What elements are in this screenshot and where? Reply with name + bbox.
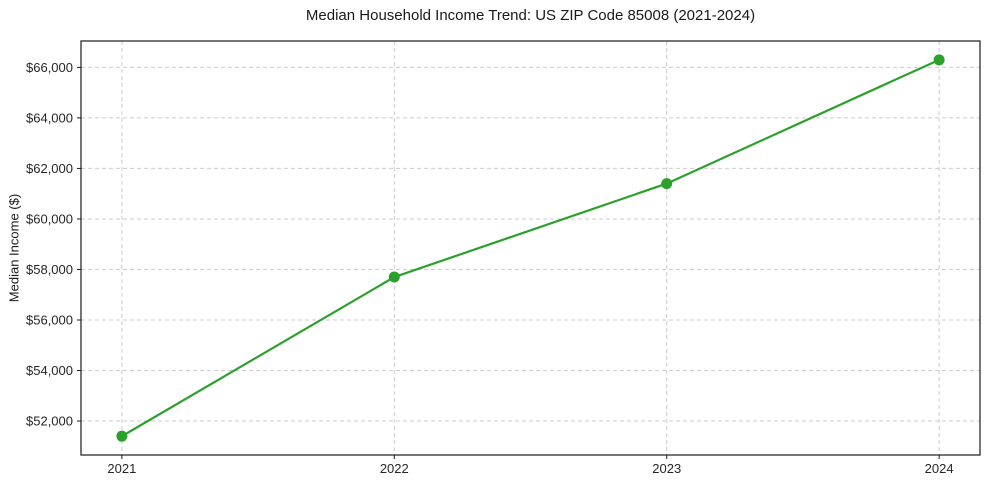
- y-tick-label: $52,000: [26, 414, 73, 429]
- data-point: [933, 54, 945, 66]
- data-point: [388, 271, 400, 283]
- chart-title: Median Household Income Trend: US ZIP Co…: [305, 7, 756, 24]
- y-axis-label: Median Income ($): [6, 193, 22, 303]
- x-tick-label: 2023: [652, 461, 681, 476]
- y-tick-label: $58,000: [26, 262, 73, 277]
- data-line: [120, 58, 941, 438]
- x-tick-label: 2022: [380, 461, 409, 476]
- data-point: [116, 430, 128, 442]
- y-tick-label: $64,000: [26, 110, 73, 125]
- y-tick-label: $54,000: [26, 363, 73, 378]
- plot-border: [80, 40, 981, 456]
- y-tick-label: $66,000: [26, 60, 73, 75]
- x-tick-label: 2024: [925, 461, 954, 476]
- y-tick-label: $60,000: [26, 211, 73, 226]
- data-point: [661, 178, 673, 190]
- y-tick-label: $62,000: [26, 161, 73, 176]
- y-tick-label: $56,000: [26, 312, 73, 327]
- x-tick-label: 2021: [107, 461, 136, 476]
